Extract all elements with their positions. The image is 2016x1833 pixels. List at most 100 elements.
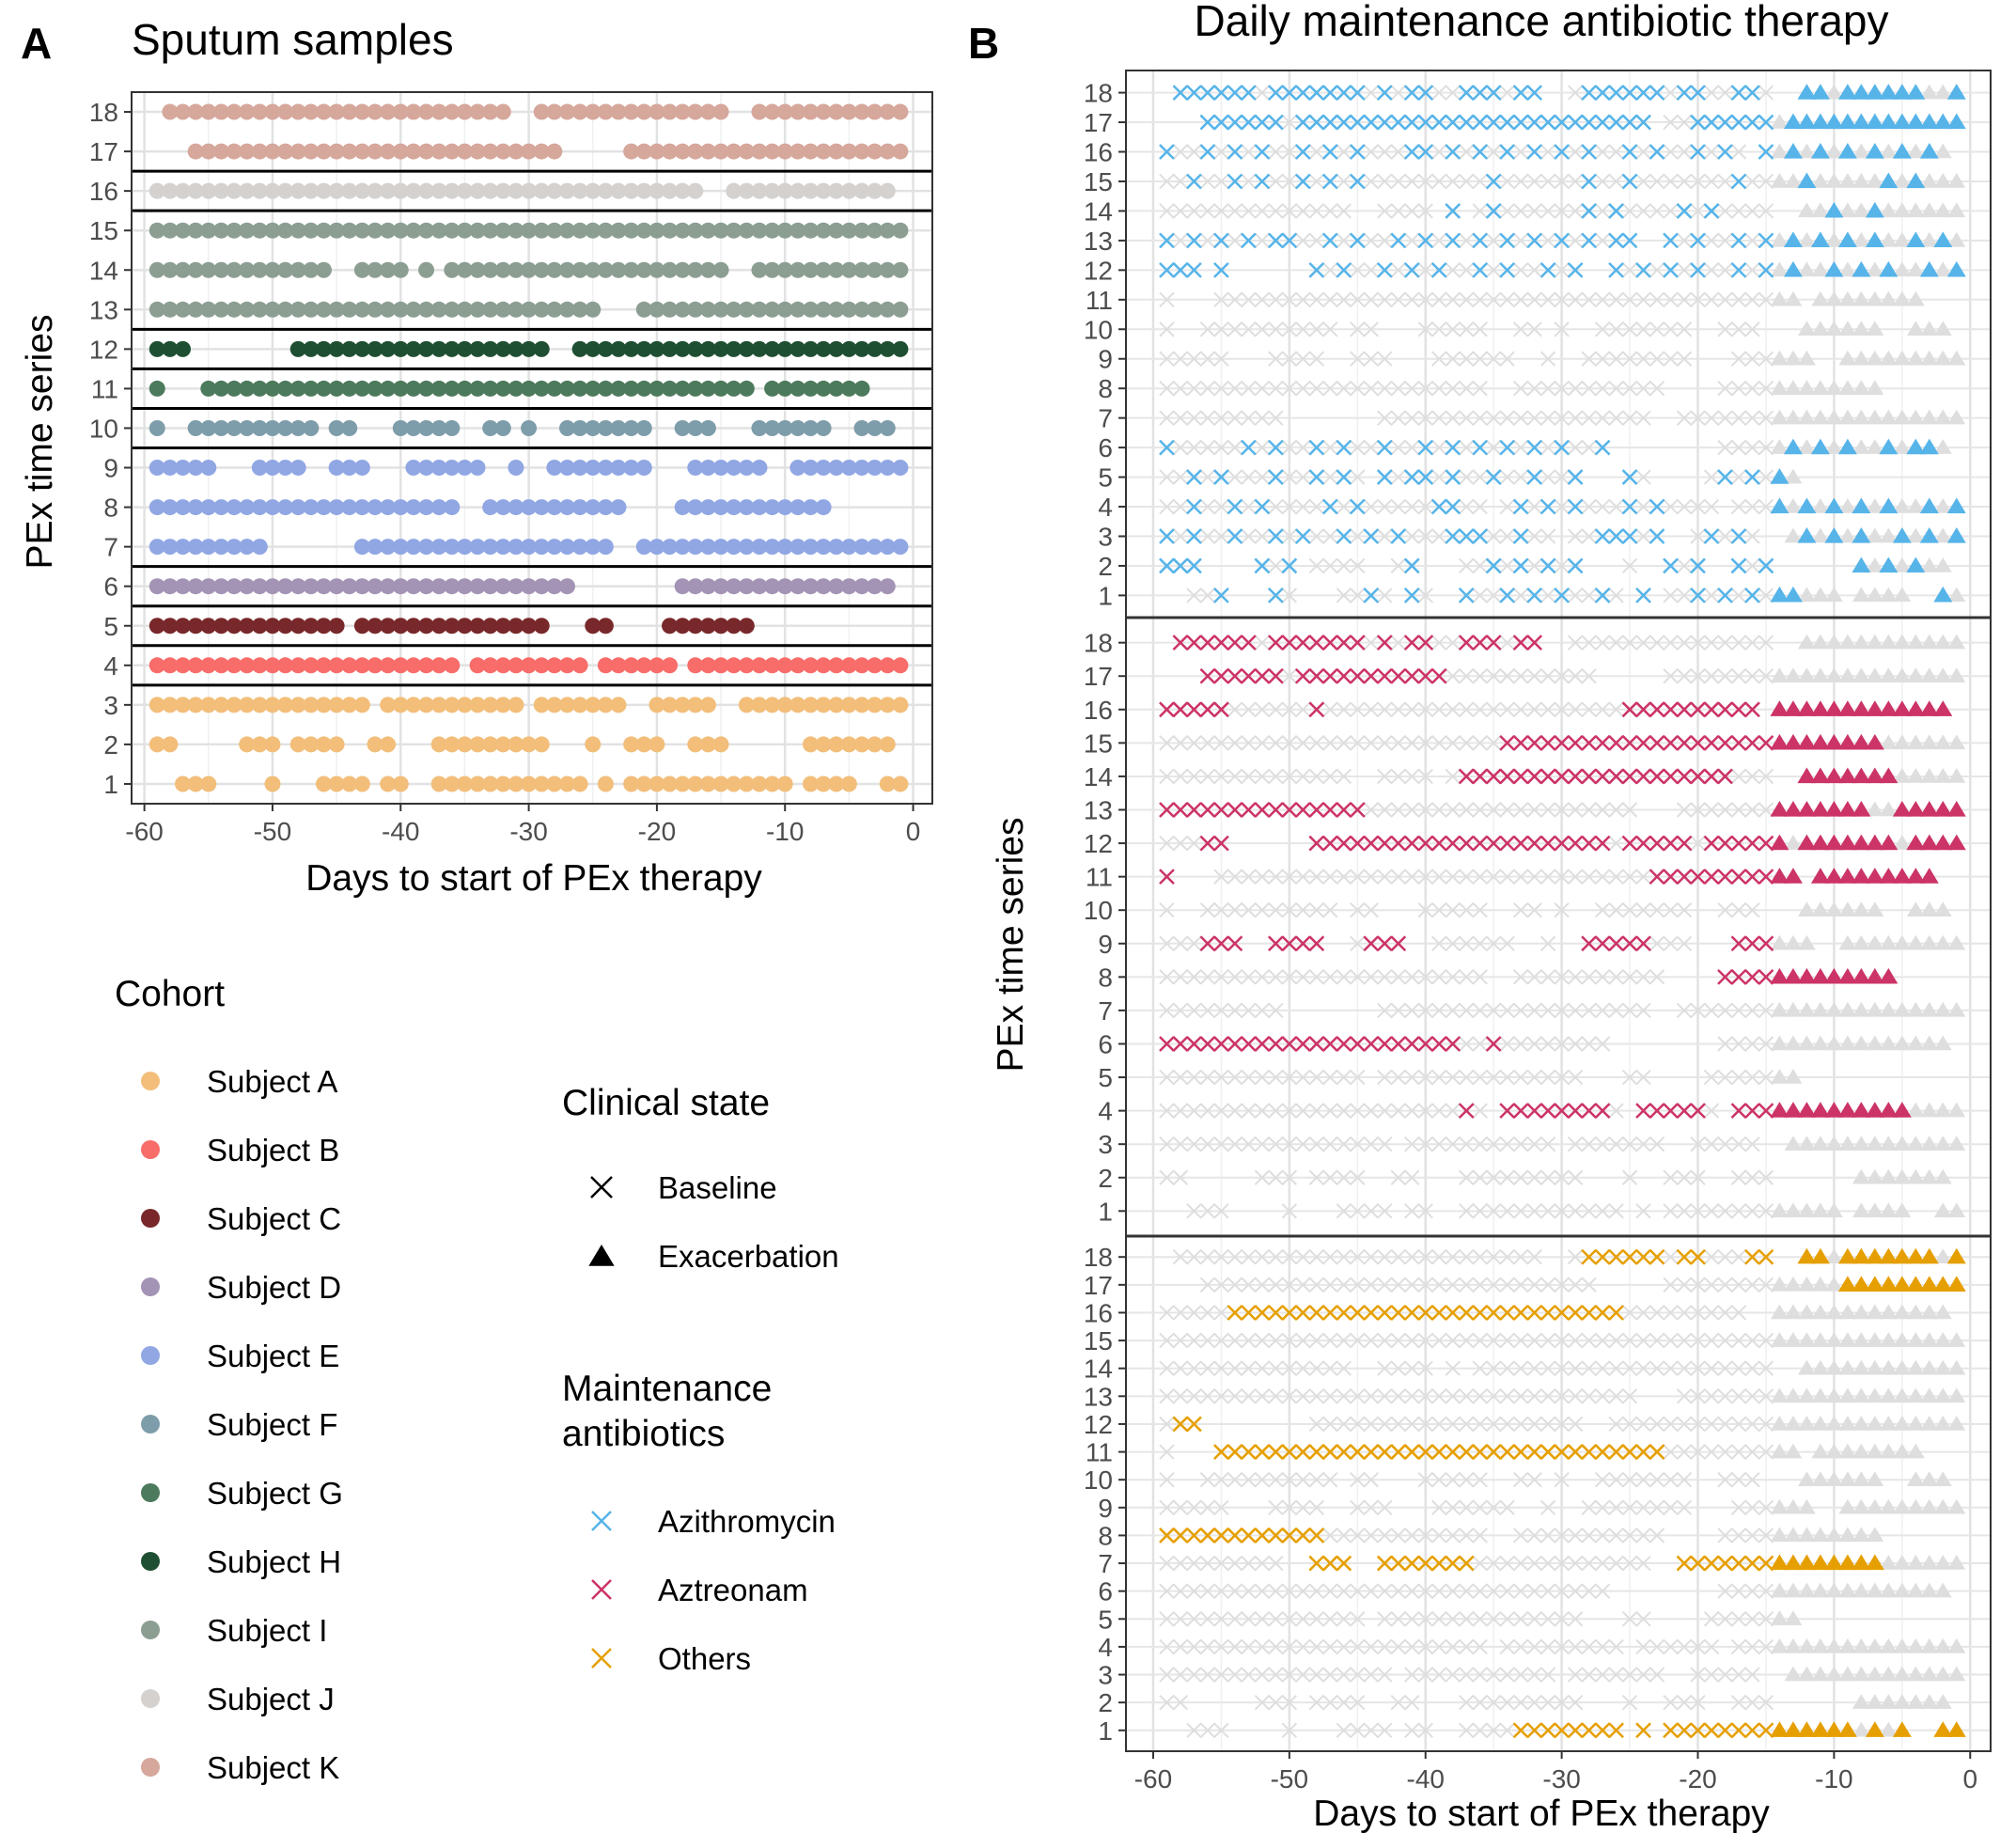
grey-exacerbation-mark: [1784, 1136, 1803, 1151]
grey-exacerbation-mark: [1770, 231, 1789, 247]
sample-point: [789, 419, 806, 436]
grey-baseline-mark: [1608, 380, 1624, 397]
grey-baseline-mark: [1635, 1069, 1651, 1086]
grey-baseline-mark: [1336, 380, 1352, 397]
sample-point: [405, 657, 422, 674]
baseline-mark: [1635, 261, 1651, 278]
sample-point: [853, 222, 870, 239]
sample-point: [649, 143, 665, 160]
grey-baseline-mark: [1186, 835, 1202, 852]
baseline-mark: [1227, 114, 1243, 131]
grey-baseline-mark: [1377, 144, 1393, 160]
grey-exacerbation-mark: [1947, 1555, 1966, 1570]
grey-baseline-mark: [1499, 1694, 1515, 1711]
grey-baseline-mark: [1159, 203, 1175, 219]
grey-baseline-mark: [1322, 1611, 1338, 1627]
grey-baseline-mark: [1649, 1360, 1665, 1376]
grey-baseline-mark: [1295, 902, 1311, 918]
grey-baseline-mark: [1377, 1103, 1393, 1119]
sample-point: [585, 499, 602, 516]
baseline-mark: [1690, 1103, 1706, 1120]
sample-point: [405, 103, 422, 120]
panel-b-ytick-label: 9: [1098, 345, 1113, 374]
grey-exacerbation-mark: [1906, 901, 1925, 916]
sample-point: [585, 460, 602, 477]
sample-point: [558, 776, 575, 792]
grey-baseline-mark: [1363, 380, 1379, 397]
sample-point: [303, 103, 320, 120]
baseline-mark: [1594, 835, 1611, 852]
grey-baseline-mark: [1268, 1471, 1284, 1488]
grey-baseline-mark: [1417, 969, 1433, 985]
sample-point: [751, 261, 768, 278]
grey-exacerbation-mark: [1920, 1471, 1939, 1486]
grey-baseline-mark: [1404, 439, 1420, 456]
grey-baseline-mark: [1363, 1583, 1379, 1599]
baseline-mark: [1403, 144, 1420, 160]
grey-baseline-mark: [1445, 1002, 1461, 1019]
grey-baseline-mark: [1295, 1667, 1311, 1683]
grey-baseline-mark: [1227, 469, 1243, 485]
sample-point: [546, 103, 563, 120]
sample-point: [662, 261, 679, 278]
sample-point: [828, 340, 845, 357]
grey-baseline-mark: [1472, 935, 1488, 951]
baseline-mark: [1472, 634, 1489, 651]
grey-baseline-mark: [1186, 588, 1202, 603]
sample-point: [482, 697, 499, 713]
sample-point: [585, 340, 602, 357]
baseline-mark: [1363, 1444, 1380, 1460]
baseline-mark: [1254, 667, 1271, 684]
grey-baseline-mark: [1350, 321, 1366, 337]
baseline-mark: [1744, 734, 1760, 751]
exacerbation-mark: [1810, 1721, 1830, 1737]
grey-baseline-mark: [1485, 1332, 1502, 1349]
sample-point: [521, 222, 538, 239]
sample-point: [597, 340, 614, 357]
grey-baseline-mark: [1172, 439, 1189, 456]
grey-baseline-mark: [1499, 1722, 1515, 1738]
baseline-mark: [1472, 114, 1489, 131]
sample-point: [444, 380, 461, 397]
grey-baseline-mark: [1526, 969, 1542, 985]
grey-baseline-mark: [1199, 1305, 1216, 1321]
baseline-mark: [1554, 1722, 1571, 1739]
grey-exacerbation-mark: [1770, 114, 1789, 129]
baseline-mark: [1539, 498, 1556, 515]
baseline-mark: [1159, 261, 1175, 278]
baseline-mark: [1635, 1444, 1651, 1460]
grey-exacerbation-mark: [1838, 1582, 1857, 1598]
baseline-mark: [1241, 634, 1257, 651]
grey-baseline-mark: [1608, 144, 1624, 160]
exacerbation-mark: [1933, 586, 1953, 603]
grey-baseline-mark: [1377, 1360, 1393, 1376]
sample-point: [494, 697, 511, 713]
baseline-mark: [1663, 1103, 1679, 1120]
grey-baseline-mark: [1499, 351, 1515, 367]
grey-baseline-mark: [1744, 1499, 1760, 1516]
grey-baseline-mark: [1308, 1416, 1325, 1433]
panel-a-border: [131, 91, 933, 805]
grey-baseline-mark: [1526, 1036, 1542, 1052]
grey-exacerbation-mark: [1893, 1332, 1912, 1347]
sample-point: [303, 697, 320, 713]
exacerbation-mark: [1770, 1554, 1789, 1571]
sample-point: [251, 222, 268, 239]
grey-baseline-mark: [1744, 1694, 1760, 1711]
exacerbation-mark: [1865, 767, 1884, 784]
cohort-legend-key: [141, 1552, 160, 1571]
baseline-mark: [1499, 1444, 1516, 1460]
grey-exacerbation-mark: [1893, 1168, 1912, 1184]
grey-baseline-mark: [1363, 1722, 1379, 1738]
sample-point: [867, 697, 883, 713]
grey-baseline-mark: [1608, 410, 1624, 426]
grey-exacerbation-mark: [1852, 1582, 1870, 1598]
grey-baseline-mark: [1621, 1332, 1638, 1349]
grey-exacerbation-mark: [1906, 350, 1925, 366]
exacerbation-mark: [1892, 84, 1912, 100]
grey-exacerbation-mark: [1866, 261, 1884, 277]
grey-baseline-mark: [1458, 321, 1475, 337]
baseline-mark: [1213, 634, 1229, 651]
grey-baseline-mark: [1281, 668, 1298, 684]
grey-exacerbation-mark: [1920, 1102, 1939, 1118]
